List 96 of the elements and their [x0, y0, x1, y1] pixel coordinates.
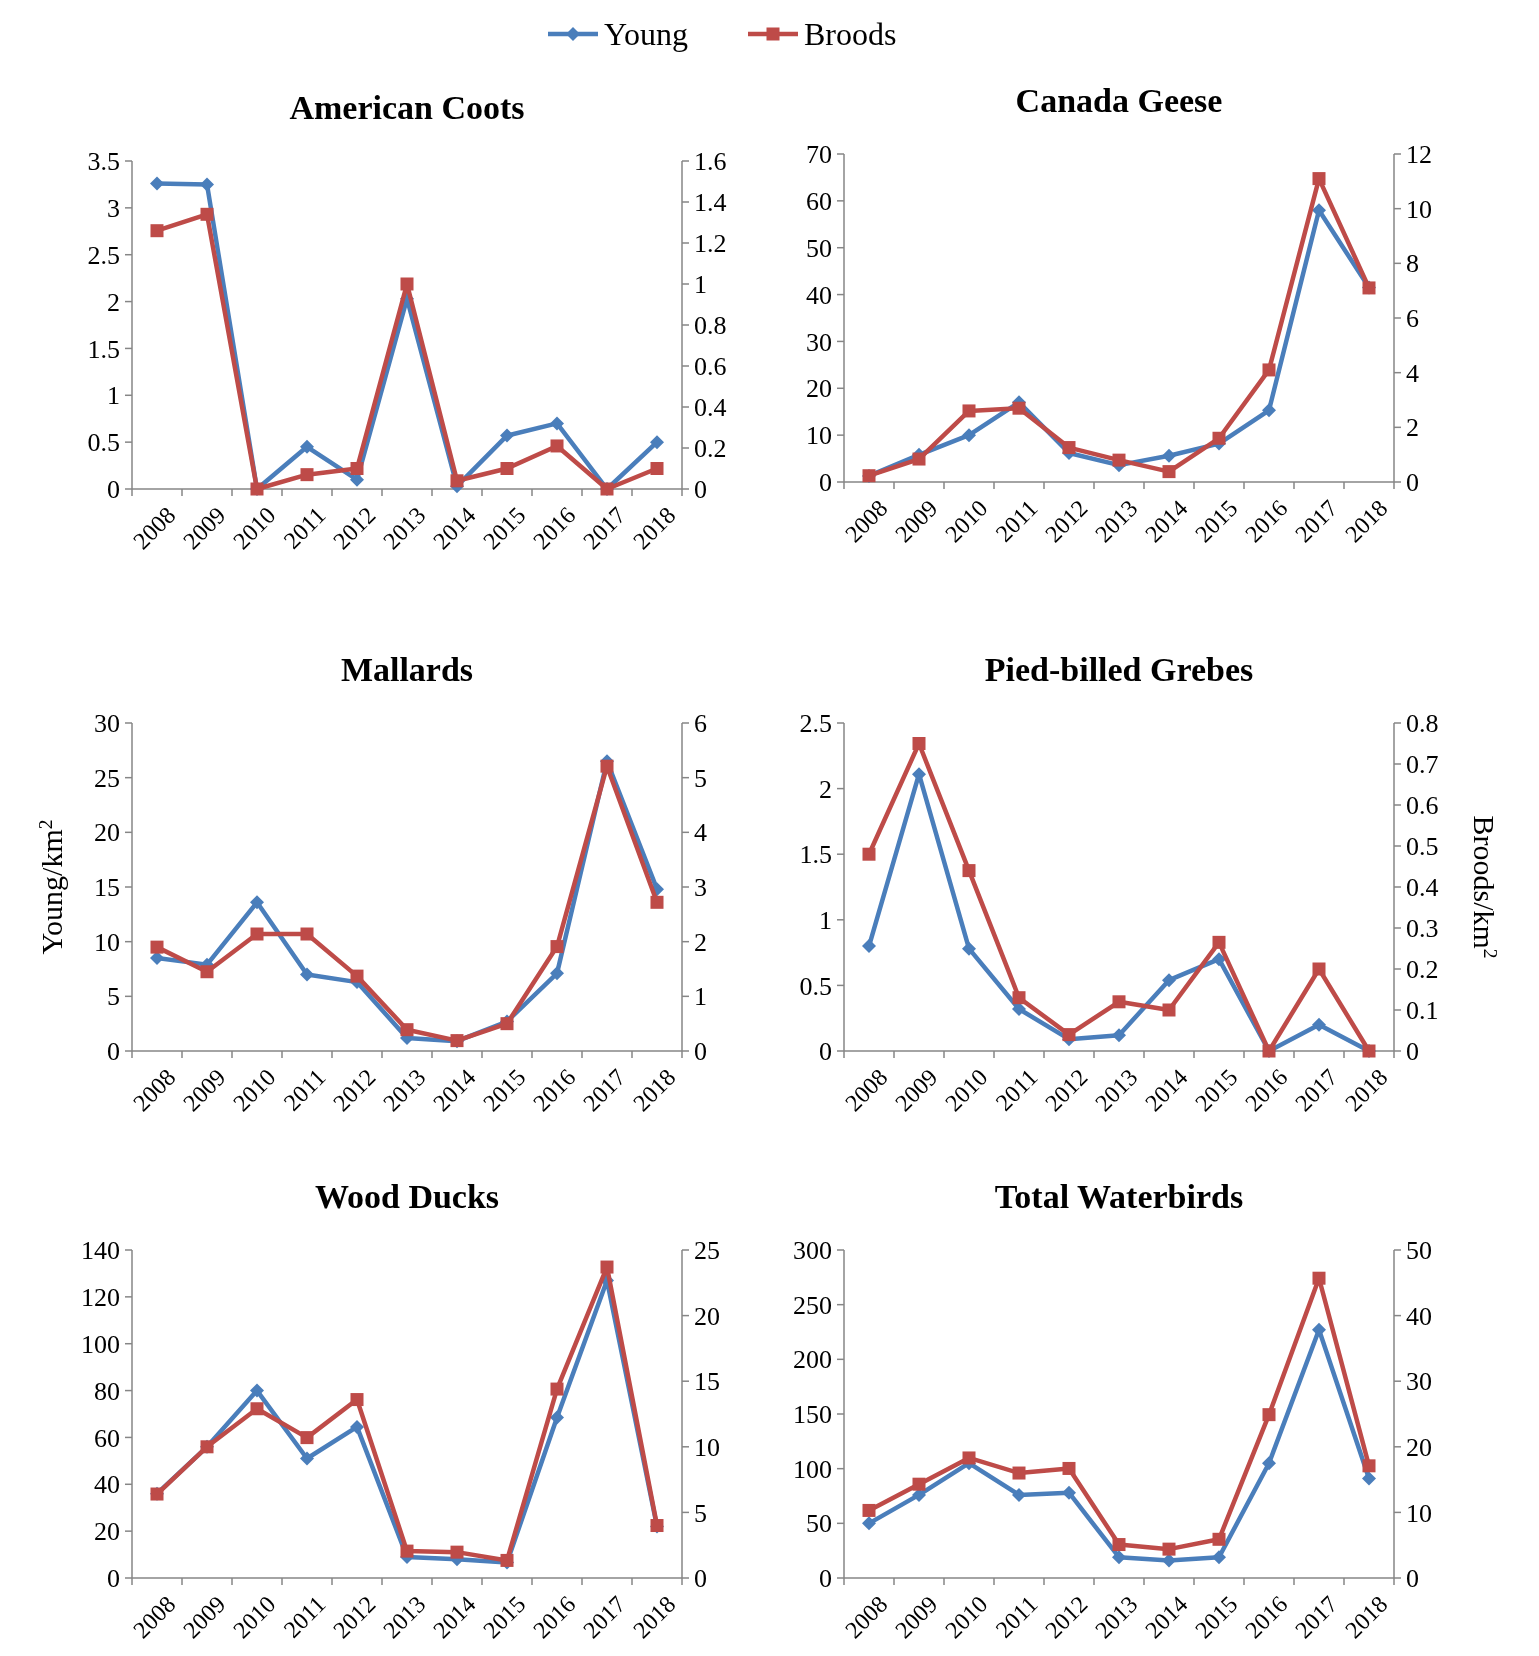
- y-tick-label: 50: [806, 1509, 832, 1539]
- y-tick-label: 250: [793, 1290, 832, 1320]
- y-tick-label: 60: [806, 186, 832, 216]
- y-tick-label: 0: [819, 1037, 832, 1067]
- y-tick-label: 40: [806, 280, 832, 310]
- y2-tick-label: 20: [694, 1301, 720, 1331]
- y2-tick-label: 0: [1406, 1037, 1419, 1067]
- y-tick-label: 2: [107, 287, 120, 317]
- chart-title: Total Waterbirds: [994, 1178, 1244, 1215]
- y-tick-label: 50: [806, 233, 832, 263]
- y2-tick-label: 6: [1406, 304, 1419, 334]
- y-tick-label: 2: [819, 774, 832, 804]
- y2-tick-label: 3: [694, 873, 707, 903]
- y2-tick-label: 4: [1406, 358, 1419, 388]
- legend-label: Broods: [804, 16, 897, 53]
- y2-tick-label: 10: [694, 1432, 720, 1462]
- y-tick-label: 0: [107, 1564, 120, 1594]
- y2-tick-label: 1.2: [694, 229, 727, 259]
- y-tick-label: 80: [94, 1376, 120, 1406]
- y2-tick-label: 1.4: [694, 188, 727, 218]
- y2-tick-label: 2: [1406, 413, 1419, 443]
- y2-tick-label: 2: [694, 927, 707, 957]
- y2-tick-label: 0.2: [694, 434, 727, 464]
- y-tick-label: 70: [806, 140, 832, 170]
- y-tick-label: 2.5: [87, 240, 120, 270]
- y-tick-label: 100: [793, 1454, 832, 1484]
- y-tick-label: 20: [806, 374, 832, 404]
- y2-tick-label: 0: [1406, 1564, 1419, 1594]
- y2-tick-label: 20: [1406, 1432, 1432, 1462]
- y2-tick-label: 8: [1406, 249, 1419, 279]
- y-tick-label: 0: [819, 468, 832, 498]
- y2-tick-label: 0.8: [694, 311, 727, 341]
- y-tick-label: 30: [94, 709, 120, 739]
- y2-tick-label: 15: [694, 1367, 720, 1397]
- y2-tick-label: 40: [1406, 1301, 1432, 1331]
- y-tick-label: 0: [107, 1037, 120, 1067]
- y-tick-label: 15: [94, 873, 120, 903]
- y2-tick-label: 0: [1406, 468, 1419, 498]
- y-tick-label: 1.5: [87, 334, 120, 364]
- y2-tick-label: 0.4: [694, 393, 727, 423]
- y-tick-label: 30: [806, 327, 832, 357]
- y-tick-label: 3: [107, 193, 120, 223]
- y2-tick-label: 0.2: [1406, 955, 1439, 985]
- y2-tick-label: 10: [1406, 194, 1432, 224]
- y2-tick-label: 25: [694, 1236, 720, 1266]
- y2-tick-label: 1: [694, 982, 707, 1012]
- y-tick-label: 1: [107, 381, 120, 411]
- y-tick-label: 10: [94, 927, 120, 957]
- y-tick-label: 0.5: [87, 428, 120, 458]
- y-tick-label: 25: [94, 763, 120, 793]
- y2-tick-label: 1: [694, 270, 707, 300]
- y2-tick-label: 0.8: [1406, 709, 1439, 739]
- y-tick-label: 150: [793, 1400, 832, 1430]
- y-tick-label: 10: [806, 421, 832, 451]
- y2-tick-label: 0.6: [1406, 791, 1439, 821]
- y2-tick-label: 12: [1406, 140, 1432, 170]
- y-tick-label: 2.5: [799, 709, 832, 739]
- y-tick-label: 0: [819, 1564, 832, 1594]
- y-tick-label: 5: [107, 982, 120, 1012]
- y2-tick-label: 0: [694, 475, 707, 505]
- y2-tick-label: 0: [694, 1564, 707, 1594]
- y2-tick-label: 5: [694, 1498, 707, 1528]
- chart-title: Pied-billed Grebes: [984, 651, 1254, 688]
- y2-tick-label: 0.7: [1406, 750, 1439, 780]
- y-tick-label: 3.5: [87, 147, 120, 177]
- y-tick-label: 300: [793, 1236, 832, 1266]
- y2-tick-label: 5: [694, 763, 707, 793]
- y-tick-label: 1: [819, 905, 832, 935]
- y-tick-label: 0.5: [799, 971, 832, 1001]
- y2-tick-label: 6: [694, 709, 707, 739]
- y-tick-label: 20: [94, 818, 120, 848]
- y-tick-label: 1.5: [799, 840, 832, 870]
- y2-tick-label: 10: [1406, 1498, 1432, 1528]
- chart-title: Mallards: [340, 651, 474, 688]
- y2-tick-label: 0.1: [1406, 996, 1439, 1026]
- y-tick-label: 100: [81, 1329, 120, 1359]
- y-tick-label: 0: [107, 475, 120, 505]
- y2-tick-label: 4: [694, 818, 707, 848]
- y-tick-label: 200: [793, 1345, 832, 1375]
- y2-tick-label: 0.4: [1406, 873, 1439, 903]
- y2-tick-label: 0: [694, 1037, 707, 1067]
- y2-tick-label: 30: [1406, 1367, 1432, 1397]
- y2-tick-label: 50: [1406, 1236, 1432, 1266]
- y2-tick-label: 0.3: [1406, 914, 1439, 944]
- chart-title: Canada Geese: [1015, 82, 1223, 119]
- y2-tick-label: 0.5: [1406, 832, 1439, 862]
- y-tick-label: 120: [81, 1282, 120, 1312]
- y2-tick-label: 1.6: [694, 147, 727, 177]
- y-tick-label: 20: [94, 1517, 120, 1547]
- chart-title: American Coots: [289, 89, 525, 126]
- legend-label: Young: [604, 16, 688, 53]
- y-tick-label: 140: [81, 1236, 120, 1266]
- y-tick-label: 60: [94, 1423, 120, 1453]
- y2-tick-label: 0.6: [694, 352, 727, 382]
- chart-title: Wood Ducks: [314, 1178, 500, 1215]
- y-tick-label: 40: [94, 1470, 120, 1500]
